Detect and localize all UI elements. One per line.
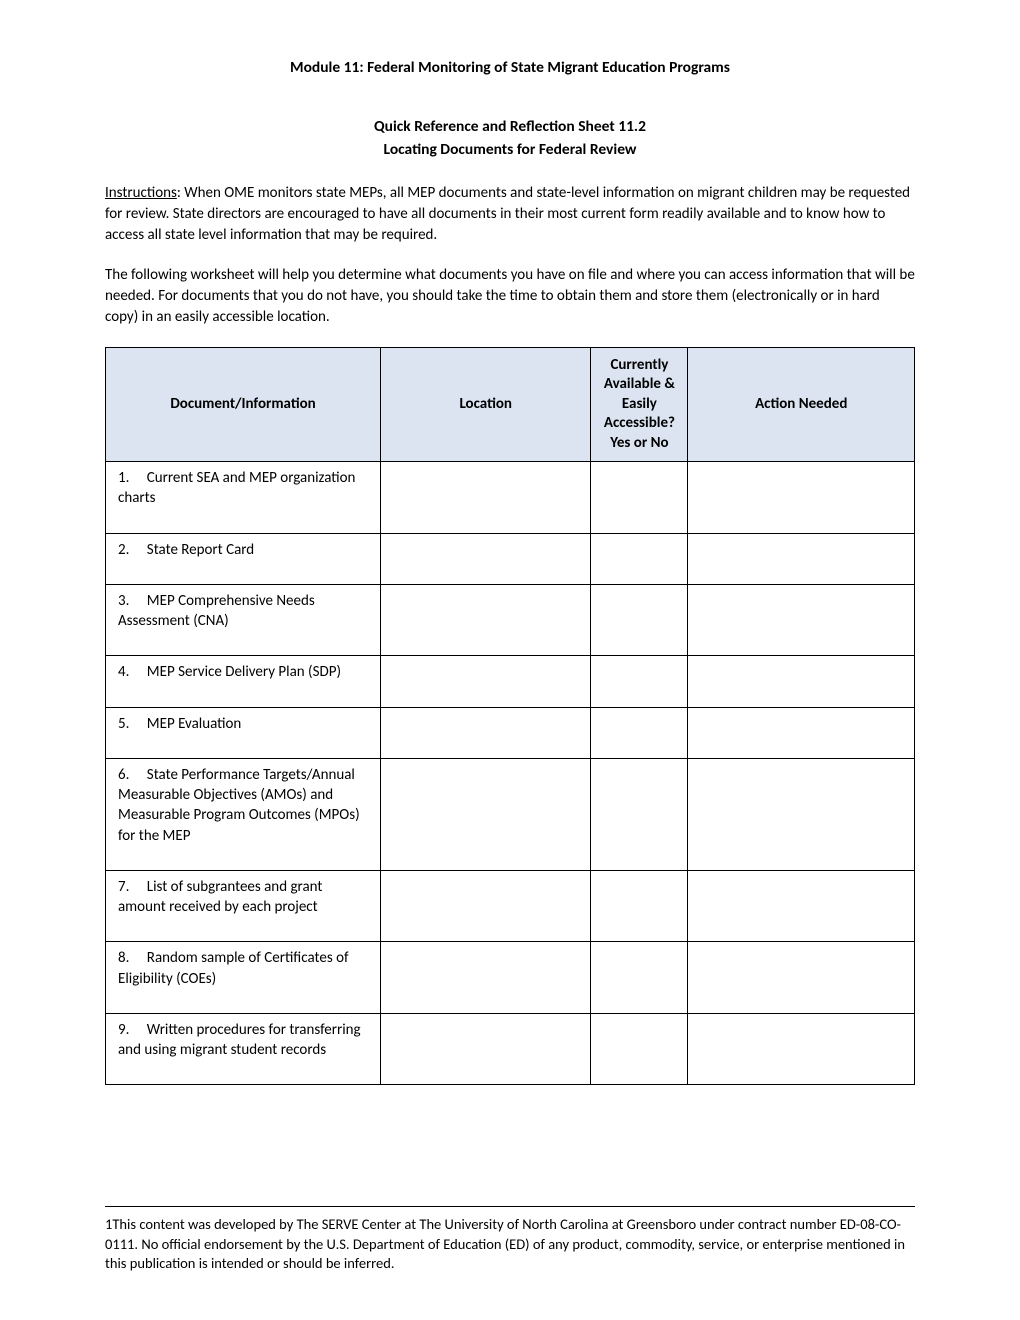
location-cell[interactable] [381,870,591,942]
row-number: 8. [118,948,140,968]
doc-cell: 7. List of subgrantees and grant amount … [106,870,381,942]
row-number: 4. [118,662,140,682]
availability-cell[interactable] [591,462,688,534]
footer-rule [105,1206,915,1207]
row-text: MEP Evaluation [147,715,242,733]
row-number: 6. [118,765,140,785]
action-cell[interactable] [688,656,915,707]
action-cell[interactable] [688,462,915,534]
availability-cell[interactable] [591,533,688,584]
doc-cell: 3. MEP Comprehensive Needs Assessment (C… [106,584,381,656]
location-cell[interactable] [381,707,591,758]
instructions-label: Instructions [105,184,177,202]
action-cell[interactable] [688,758,915,870]
table-row: 5. MEP Evaluation [106,707,915,758]
availability-cell[interactable] [591,758,688,870]
row-text: MEP Service Delivery Plan (SDP) [147,663,341,681]
row-number: 9. [118,1020,140,1040]
location-cell[interactable] [381,462,591,534]
action-cell[interactable] [688,533,915,584]
doc-cell: 5. MEP Evaluation [106,707,381,758]
doc-cell: 4. MEP Service Delivery Plan (SDP) [106,656,381,707]
instructions-paragraph: Instructions: When OME monitors state ME… [105,183,915,247]
doc-cell: 9. Written procedures for transferring a… [106,1013,381,1085]
action-cell[interactable] [688,1013,915,1085]
table-row: 9. Written procedures for transferring a… [106,1013,915,1085]
row-number: 1. [118,468,140,488]
header-location: Location [381,347,591,462]
instructions-body: : When OME monitors state MEPs, all MEP … [105,184,910,245]
action-cell[interactable] [688,942,915,1014]
row-number: 5. [118,714,140,734]
availability-cell[interactable] [591,584,688,656]
location-cell[interactable] [381,584,591,656]
row-text: State Report Card [147,541,254,559]
location-cell[interactable] [381,533,591,584]
availability-cell[interactable] [591,942,688,1014]
table-header-row: Document/Information Location Currently … [106,347,915,462]
table-row: 7. List of subgrantees and grant amount … [106,870,915,942]
footer-body: This content was developed by The SERVE … [105,1215,905,1272]
location-cell[interactable] [381,758,591,870]
header-availability: Currently Available & Easily Accessible?… [591,347,688,462]
action-cell[interactable] [688,870,915,942]
doc-cell: 8. Random sample of Certificates of Elig… [106,942,381,1014]
doc-cell: 6. State Performance Targets/Annual Meas… [106,758,381,870]
doc-cell: 1. Current SEA and MEP organization char… [106,462,381,534]
row-text: Current SEA and MEP organization charts [118,469,355,507]
row-number: 3. [118,591,140,611]
action-cell[interactable] [688,584,915,656]
row-text: List of subgrantees and grant amount rec… [118,878,322,916]
row-number: 7. [118,877,140,897]
doc-cell: 2. State Report Card [106,533,381,584]
location-cell[interactable] [381,656,591,707]
table-row: 6. State Performance Targets/Annual Meas… [106,758,915,870]
module-title: Module 11: Federal Monitoring of State M… [105,58,915,79]
action-cell[interactable] [688,707,915,758]
footer-text: 1This content was developed by The SERVE… [105,1215,915,1274]
page-footer: 1This content was developed by The SERVE… [105,1206,915,1274]
row-number: 2. [118,540,140,560]
location-cell[interactable] [381,942,591,1014]
table-row: 3. MEP Comprehensive Needs Assessment (C… [106,584,915,656]
sheet-subtitle: Locating Documents for Federal Review [105,140,915,161]
availability-cell[interactable] [591,707,688,758]
table-row: 2. State Report Card [106,533,915,584]
header-action: Action Needed [688,347,915,462]
location-cell[interactable] [381,1013,591,1085]
row-text: Random sample of Certificates of Eligibi… [118,949,349,987]
intro-paragraph-2: The following worksheet will help you de… [105,265,915,329]
table-row: 8. Random sample of Certificates of Elig… [106,942,915,1014]
row-text: MEP Comprehensive Needs Assessment (CNA) [118,592,315,630]
availability-cell[interactable] [591,870,688,942]
table-row: 4. MEP Service Delivery Plan (SDP) [106,656,915,707]
row-text: State Performance Targets/Annual Measura… [118,766,360,845]
table-row: 1. Current SEA and MEP organization char… [106,462,915,534]
availability-cell[interactable] [591,656,688,707]
documents-table: Document/Information Location Currently … [105,347,915,1086]
sheet-title: Quick Reference and Reflection Sheet 11.… [105,117,915,138]
availability-cell[interactable] [591,1013,688,1085]
row-text: Written procedures for transferring and … [118,1021,361,1059]
header-document: Document/Information [106,347,381,462]
